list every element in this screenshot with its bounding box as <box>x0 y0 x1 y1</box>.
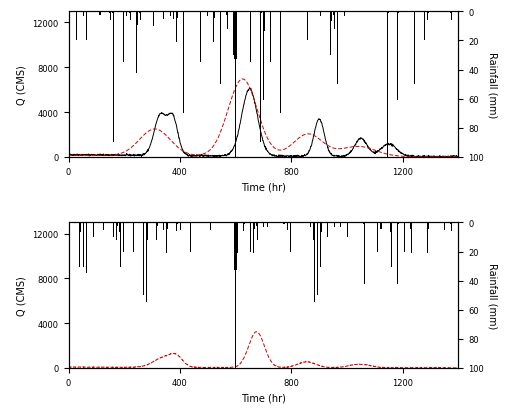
Y-axis label: Q (CMS): Q (CMS) <box>17 65 27 105</box>
Y-axis label: Q (CMS): Q (CMS) <box>17 276 27 315</box>
X-axis label: Time (hr): Time (hr) <box>241 392 286 402</box>
Y-axis label: Rainfall (mm): Rainfall (mm) <box>488 52 498 118</box>
Y-axis label: Rainfall (mm): Rainfall (mm) <box>488 263 498 328</box>
X-axis label: Time (hr): Time (hr) <box>241 182 286 192</box>
